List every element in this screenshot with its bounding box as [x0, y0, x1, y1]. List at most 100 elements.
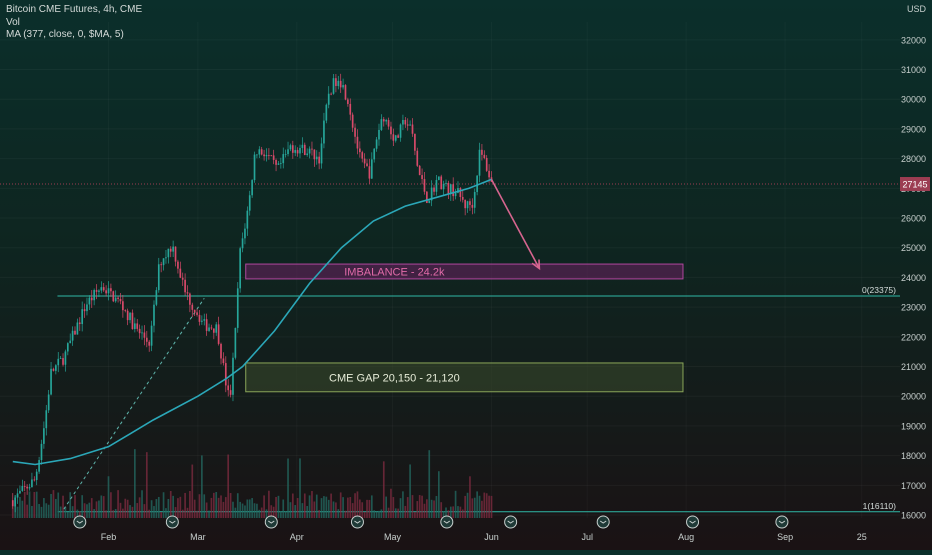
volume-bar: [457, 506, 459, 518]
candle-body: [481, 149, 483, 155]
volume-bar: [74, 495, 76, 518]
event-marker-glyph: [507, 520, 514, 524]
volume-bar: [217, 497, 220, 518]
volume-bar: [375, 511, 378, 518]
event-marker-icon: [264, 515, 278, 529]
candle-body: [296, 150, 299, 154]
candle-body: [457, 188, 459, 193]
volume-bar: [447, 510, 450, 518]
volume-bar: [461, 509, 464, 518]
candle-body: [469, 201, 471, 205]
volume-bar: [98, 500, 100, 518]
candle-body: [26, 486, 28, 489]
volume-bar: [258, 509, 261, 518]
volume-bar: [105, 510, 107, 518]
candle-body: [349, 103, 352, 115]
candle-body: [342, 85, 344, 88]
volume-bar: [126, 499, 129, 518]
candle-body: [172, 246, 174, 252]
event-marker-glyph: [76, 520, 84, 524]
volume-bar: [35, 491, 38, 518]
price-tick-label: 23000: [901, 303, 926, 313]
volume-bar: [234, 507, 237, 518]
event-marker-glyph: [778, 520, 786, 524]
volume-bar: [342, 497, 344, 518]
time-axis[interactable]: Feb Mar Apr May Jun Jul Aug Sep 25: [101, 532, 867, 542]
volume-bar: [392, 497, 395, 518]
volume-bar: [57, 492, 60, 518]
volume-bar: [284, 511, 287, 518]
candle-body: [16, 493, 19, 498]
candle-body: [50, 368, 52, 395]
symbol-title[interactable]: Bitcoin CME Futures, 4h, CME: [6, 4, 143, 15]
candle-body: [433, 187, 435, 192]
candle-body: [275, 159, 277, 165]
volume-bar: [193, 499, 196, 518]
volume-bar: [337, 509, 340, 518]
candle-body: [373, 148, 376, 160]
volume-bar: [394, 508, 397, 518]
volume-bar: [95, 501, 98, 518]
volume-bar: [21, 500, 24, 518]
candle-body: [244, 228, 246, 239]
currency-label: USD: [907, 4, 927, 14]
volume-bar: [160, 511, 163, 518]
candle-body: [473, 192, 476, 208]
volume-bar: [208, 510, 210, 518]
volume-bar: [464, 495, 466, 518]
volume-bar: [361, 502, 364, 518]
candle-body: [351, 114, 354, 128]
candle-body: [253, 154, 256, 181]
volume-bar: [330, 493, 332, 518]
candle-body: [318, 156, 320, 164]
candle-body: [145, 337, 148, 342]
volume-bar: [129, 505, 131, 518]
volume-bar: [165, 508, 167, 518]
candle-body: [414, 133, 416, 151]
volume-bar: [423, 503, 426, 518]
zone-label: IMBALANCE - 24.2k: [344, 266, 445, 278]
volume-bar: [311, 491, 313, 518]
candle-body: [155, 290, 158, 305]
candle-body: [28, 487, 31, 489]
volume-bar: [421, 495, 423, 518]
candle-body: [284, 154, 287, 155]
candle-body: [246, 210, 249, 229]
time-tick-label: Jul: [581, 532, 593, 542]
volume-bar: [236, 493, 239, 518]
candle-body: [289, 145, 292, 150]
volume-bar: [402, 491, 404, 518]
price-axis[interactable]: 16000 17000 18000 19000 20000 21000 22000 23000…: [900, 4, 930, 521]
volume-bar: [229, 492, 232, 518]
volume-bar: [469, 476, 471, 518]
candle-body: [52, 368, 55, 371]
volume-bar: [189, 490, 191, 518]
candle-body: [447, 182, 450, 194]
volume-bar: [287, 458, 289, 518]
volume-bar: [134, 449, 136, 518]
candle-body: [112, 291, 115, 302]
candle-body: [157, 264, 160, 291]
candle-body: [430, 187, 433, 201]
candle-body: [167, 248, 170, 258]
candle-body: [344, 85, 347, 100]
volume-bar: [291, 493, 294, 518]
volume-bar: [78, 511, 81, 518]
event-marker-glyph: [354, 520, 361, 524]
candle-body: [248, 195, 251, 211]
volume-bar: [263, 495, 265, 518]
ma-indicator-label[interactable]: MA (377, close, 0, $MA, 5): [6, 29, 124, 40]
candle-body: [38, 460, 40, 472]
volume-bar: [280, 510, 282, 518]
volume-bar: [232, 501, 234, 518]
volume-bar: [347, 497, 349, 518]
volume-indicator-label[interactable]: Vol: [6, 16, 20, 28]
candle-body: [62, 358, 64, 365]
candle-body: [466, 201, 469, 209]
candle-body: [260, 149, 263, 155]
volume-bar: [172, 495, 174, 518]
candles-layer: [11, 73, 493, 513]
candle-body: [150, 325, 153, 346]
